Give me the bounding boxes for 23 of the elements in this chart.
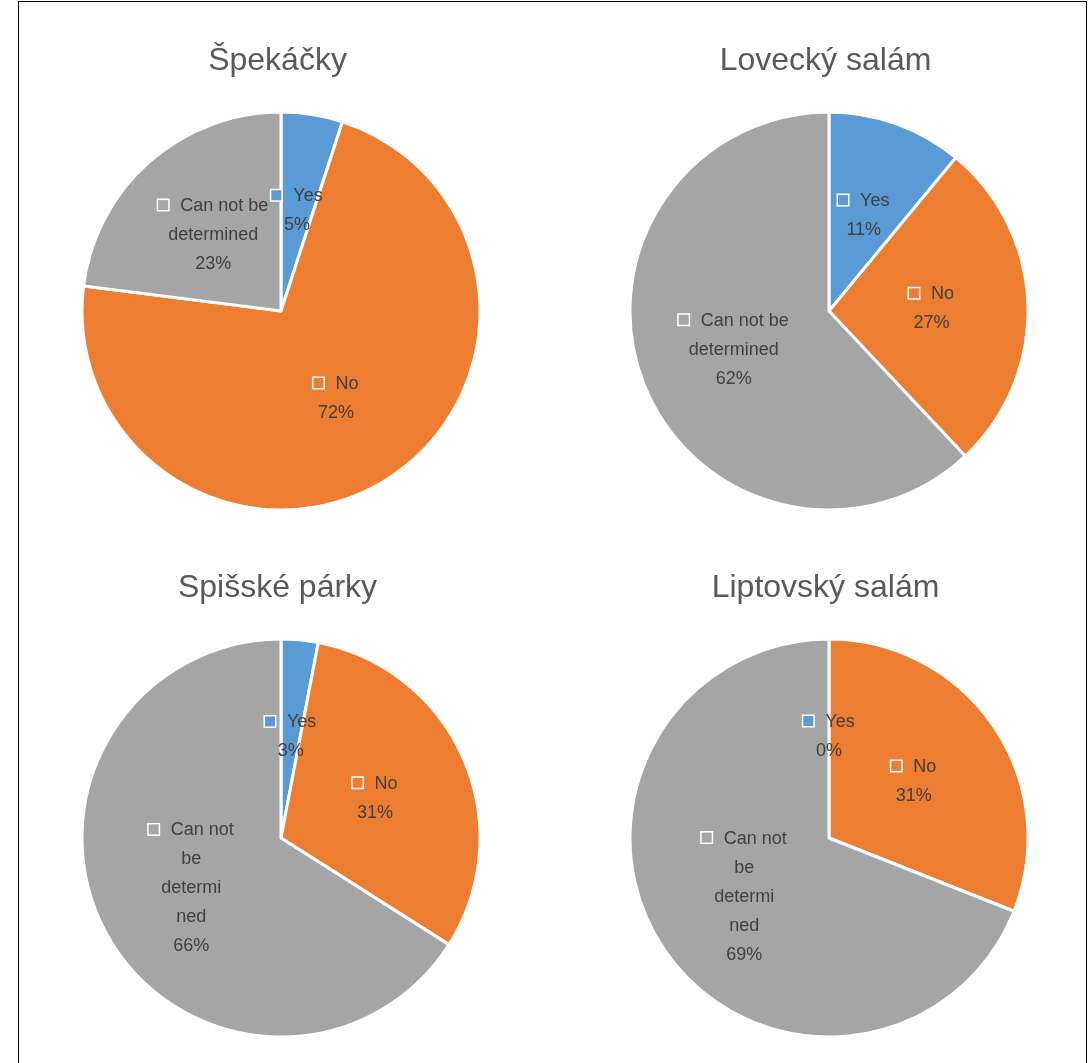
- legend-label: No: [930, 283, 954, 304]
- data-label: 11%: [846, 219, 882, 240]
- legend-label: No: [374, 772, 398, 793]
- chart-title: Lovecký salám: [719, 41, 932, 77]
- legend-label: Yes: [286, 711, 317, 732]
- data-label: 31%: [895, 784, 932, 805]
- chart-title: Liptovský salám: [711, 568, 940, 604]
- data-label: 27%: [913, 312, 950, 333]
- data-label: 62%: [715, 367, 752, 388]
- chart-title: Spišské párky: [177, 568, 378, 604]
- legend-label: Can not be determined: [168, 195, 269, 245]
- data-label: 31%: [357, 801, 394, 822]
- data-label: 23%: [195, 253, 232, 274]
- legend-label: Can not be determined: [714, 827, 787, 935]
- legend-label: Can not be determined: [688, 309, 789, 359]
- data-label: 66%: [173, 935, 210, 956]
- chart-title: Špekáčky: [208, 41, 347, 77]
- legend-label: Yes: [860, 190, 890, 211]
- legend-label: Can not be determined: [161, 819, 234, 927]
- data-label: 72%: [317, 402, 354, 423]
- data-label: 69%: [726, 943, 763, 964]
- legend-label: No: [335, 373, 359, 394]
- legend-label: No: [913, 755, 937, 776]
